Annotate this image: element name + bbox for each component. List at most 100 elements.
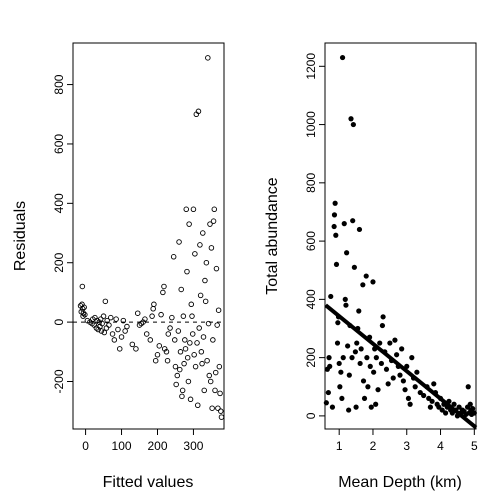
residuals-panel: 0 100 200 300 -200 0 200 400 600 800 Fitted valu… — [12, 42, 225, 491]
abundance-y-tick-label: 0 — [304, 412, 318, 419]
residuals-x-tick-label: 300 — [183, 439, 203, 453]
abundance-data-point — [353, 404, 359, 410]
abundance-data-point — [424, 384, 430, 390]
abundance-data-point — [395, 363, 401, 369]
residuals-data-point — [212, 369, 219, 376]
residuals-data-point — [151, 301, 157, 308]
residuals-data-point — [102, 298, 109, 305]
residuals-data-point — [133, 346, 139, 352]
residuals-x-axis-title: Fitted values — [103, 474, 194, 491]
residuals-x-tick-label: 100 — [112, 439, 132, 453]
abundance-data-point — [385, 381, 391, 387]
abundance-x-tick-label: 2 — [370, 439, 377, 453]
residuals-y-axis: -200 0 200 400 600 800 — [52, 74, 74, 394]
abundance-data-point — [335, 314, 342, 320]
residuals-data-point — [202, 277, 208, 284]
residuals-data-point — [216, 363, 223, 370]
residuals-data-point — [179, 387, 186, 394]
abundance-data-point — [451, 401, 457, 407]
residuals-data-point — [152, 357, 159, 364]
residuals-data-point — [163, 349, 170, 355]
residuals-data-point — [129, 341, 136, 348]
abundance-data-point — [363, 273, 369, 279]
abundance-data-point — [337, 384, 343, 390]
abundance-data-point — [334, 340, 341, 346]
abundance-y-tick-label: 200 — [304, 347, 318, 367]
residuals-data-point — [196, 325, 202, 331]
residuals-data-point — [203, 259, 210, 266]
residuals-data-point — [185, 378, 192, 385]
residuals-x-tick-label: 0 — [82, 439, 89, 453]
residuals-data-point — [184, 268, 190, 275]
residuals-data-point — [174, 372, 181, 379]
abundance-data-point — [346, 407, 352, 413]
abundance-data-point — [371, 369, 377, 375]
abundance-data-point — [352, 349, 359, 355]
residuals-data-point — [195, 402, 201, 408]
residuals-data-point — [197, 242, 203, 248]
abundance-data-point — [390, 375, 396, 381]
residuals-data-point — [113, 316, 119, 322]
abundance-data-point — [426, 395, 432, 402]
residuals-y-tick-label: 600 — [52, 134, 66, 154]
residuals-data-point — [206, 372, 213, 379]
abundance-data-point — [402, 387, 408, 393]
residuals-data-point — [194, 340, 200, 346]
residuals-data-point — [134, 310, 141, 316]
abundance-data-point — [436, 404, 442, 410]
abundance-data-point — [343, 302, 349, 308]
residuals-data-point — [175, 328, 182, 334]
residuals-data-point — [199, 360, 205, 367]
residuals-points — [73, 55, 225, 420]
residuals-data-point — [209, 405, 215, 411]
abundance-data-point — [364, 355, 370, 361]
abundance-data-point — [339, 54, 346, 61]
abundance-data-point — [377, 340, 383, 346]
residuals-y-tick-label: 400 — [52, 193, 66, 213]
residuals-x-tick-label: 200 — [147, 439, 167, 453]
abundance-data-point — [329, 404, 336, 410]
residuals-data-point — [118, 334, 125, 340]
abundance-data-point — [332, 200, 338, 206]
residuals-data-point — [103, 325, 110, 331]
abundance-data-point — [351, 264, 357, 270]
abundance-data-point — [325, 389, 331, 396]
residuals-data-point — [205, 320, 212, 327]
residuals-data-point — [191, 352, 197, 358]
residuals-data-point — [177, 366, 183, 373]
abundance-data-point — [328, 293, 334, 300]
residuals-data-point — [77, 303, 84, 309]
abundance-data-point — [345, 343, 351, 349]
abundance-data-point — [380, 314, 386, 320]
abundance-data-point — [465, 384, 471, 390]
abundance-data-point — [335, 320, 341, 326]
abundance-data-point — [349, 355, 355, 361]
residuals-data-point — [80, 313, 86, 319]
abundance-data-point — [333, 261, 340, 268]
abundance-x-tick-label: 5 — [471, 439, 478, 453]
residuals-data-point — [156, 343, 163, 349]
residuals-data-point — [218, 408, 224, 414]
abundance-data-point — [373, 401, 379, 407]
residuals-data-point — [80, 310, 87, 316]
abundance-plot-frame — [324, 42, 477, 430]
abundance-data-point — [350, 121, 356, 128]
abundance-data-point — [417, 389, 423, 396]
residuals-data-point — [107, 314, 114, 321]
residuals-data-point — [154, 352, 161, 358]
residuals-data-point — [182, 337, 188, 343]
abundance-data-point — [414, 369, 420, 375]
abundance-data-point — [382, 349, 388, 355]
abundance-data-point — [394, 352, 400, 358]
residuals-data-point — [217, 390, 223, 397]
residuals-data-point — [171, 337, 178, 343]
abundance-data-point — [355, 325, 361, 332]
residuals-data-point — [116, 346, 123, 352]
abundance-data-point — [421, 392, 427, 399]
abundance-y-axis-title: Total abundance — [264, 177, 281, 295]
residuals-data-point — [211, 206, 218, 213]
residuals-data-point — [182, 346, 189, 352]
abundance-data-point — [392, 337, 398, 343]
residuals-data-point — [109, 331, 116, 337]
abundance-data-point — [442, 410, 449, 416]
